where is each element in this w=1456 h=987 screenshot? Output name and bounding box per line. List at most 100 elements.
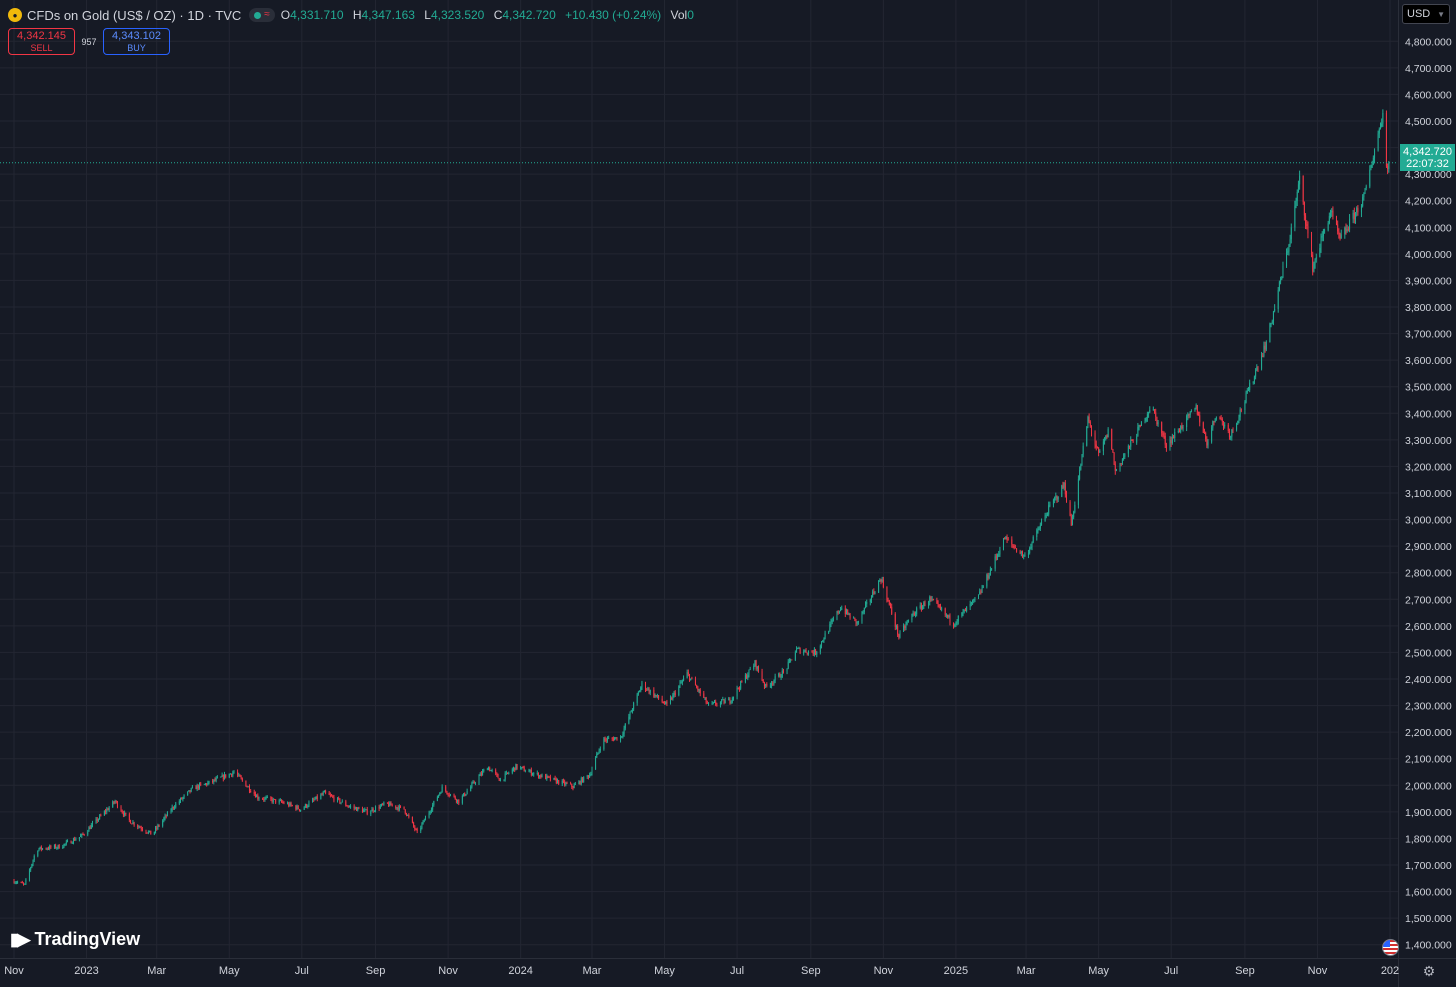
candle-body [1253, 376, 1255, 382]
candle-body [366, 809, 368, 815]
candle-body [45, 848, 47, 850]
sell-label: SELL [30, 42, 53, 53]
candle-body [780, 677, 782, 679]
candle-body [1086, 426, 1088, 446]
candle-body [690, 678, 692, 681]
candle-body [1123, 457, 1125, 460]
candle-body [62, 847, 64, 849]
candle-body [1144, 420, 1146, 422]
candle-body [1244, 402, 1246, 411]
candle-body [82, 833, 84, 835]
price-tick-label: 4,000.000 [1405, 249, 1452, 261]
buy-button[interactable]: 4,343.102 BUY [103, 28, 170, 55]
candle-body [225, 774, 227, 778]
candle-body [753, 665, 755, 670]
candle-body [474, 782, 476, 784]
candle-body [316, 796, 318, 799]
candle-body [879, 580, 881, 582]
candle-body [1186, 415, 1188, 428]
candle-body [687, 672, 689, 675]
candle-body [724, 700, 726, 704]
candle-body [53, 845, 55, 848]
candle-body [183, 795, 185, 798]
candle-body [1002, 538, 1004, 550]
candle-body [894, 613, 896, 627]
candle-body [103, 811, 105, 816]
candle-body [87, 831, 89, 835]
price-tick-label: 1,900.000 [1405, 807, 1452, 819]
status-pill[interactable]: ≈ [249, 8, 275, 22]
candle-body [1029, 547, 1031, 553]
price-tick-label: 2,300.000 [1405, 701, 1452, 713]
candle-body [1339, 234, 1341, 239]
time-axis[interactable]: Nov 2023 Mar May Jul Sep Nov 2024 Mar May Jul Sep No… [0, 958, 1456, 978]
tradingview-logo[interactable]: ▮▶ TradingView [10, 929, 141, 949]
candle-body [32, 860, 34, 865]
candle-body [1062, 485, 1064, 488]
candle-body [661, 698, 663, 702]
candle-body [1023, 555, 1025, 557]
time-tick-label: May [654, 965, 675, 977]
candle-body [295, 805, 297, 810]
candle-body [728, 698, 730, 701]
candle-body [528, 771, 530, 773]
candle-body [612, 738, 614, 741]
candle-body [238, 774, 240, 776]
tradingview-mark-icon: ▮▶ [10, 929, 30, 949]
candle-body [580, 778, 582, 784]
candle-body [662, 701, 664, 704]
candle-body [1094, 432, 1096, 445]
candle-body [786, 668, 788, 672]
candle-body [120, 806, 122, 812]
candle-body [213, 779, 215, 783]
candle-body [105, 811, 107, 813]
candle-body [899, 631, 901, 638]
candle-body [396, 807, 398, 809]
candle-body [719, 702, 721, 705]
candle-body [347, 806, 349, 808]
candle-body [214, 779, 216, 781]
candle-body [203, 784, 205, 786]
candle-body [1140, 421, 1142, 426]
candle-body [208, 780, 210, 783]
candle-body [1230, 436, 1232, 438]
candle-body [1379, 126, 1381, 129]
price-axis[interactable]: 1,400.000 1,500.000 1,600.000 1,700.000 1,80… [1398, 0, 1452, 987]
symbol-legend[interactable]: ● CFDs on Gold (US$ / OZ) · 1D · TVC ≈ O… [8, 6, 700, 24]
candle-body [422, 820, 424, 824]
candle-body [1162, 433, 1164, 436]
candle-body [969, 604, 971, 607]
candle-body [14, 882, 16, 884]
candle-body [598, 750, 600, 753]
candle-body [957, 615, 959, 622]
candle-body [936, 600, 938, 604]
candle-body [375, 807, 377, 811]
candle-body [931, 599, 933, 601]
candle-body [855, 619, 857, 624]
candle-body [763, 682, 765, 687]
candle-body [353, 806, 355, 809]
sell-price: 4,342.145 [17, 29, 66, 42]
currency-select[interactable]: USD ▼ [1402, 4, 1450, 24]
us-flag-icon[interactable] [1382, 939, 1399, 956]
candle-body [348, 806, 350, 808]
sell-button[interactable]: 4,342.145 SELL [8, 28, 75, 55]
candle-body [50, 845, 52, 848]
candle-body [80, 835, 82, 838]
candle-body [757, 666, 759, 672]
candle-body [847, 609, 849, 615]
candle-body [1178, 430, 1180, 432]
candle-body [65, 841, 67, 844]
candle-body [1213, 421, 1215, 423]
candle-body [1180, 425, 1182, 432]
candle-body [1016, 548, 1018, 552]
candle-body [447, 793, 449, 795]
settings-gear-icon[interactable]: ⚙ [1422, 962, 1436, 979]
candle-body [1297, 184, 1299, 192]
candle-body [1269, 323, 1271, 343]
symbol-title[interactable]: CFDs on Gold (US$ / OZ) · 1D · TVC [27, 7, 242, 23]
candle-body [1347, 229, 1349, 231]
candle-body [1330, 212, 1332, 217]
candle-body [130, 820, 132, 824]
